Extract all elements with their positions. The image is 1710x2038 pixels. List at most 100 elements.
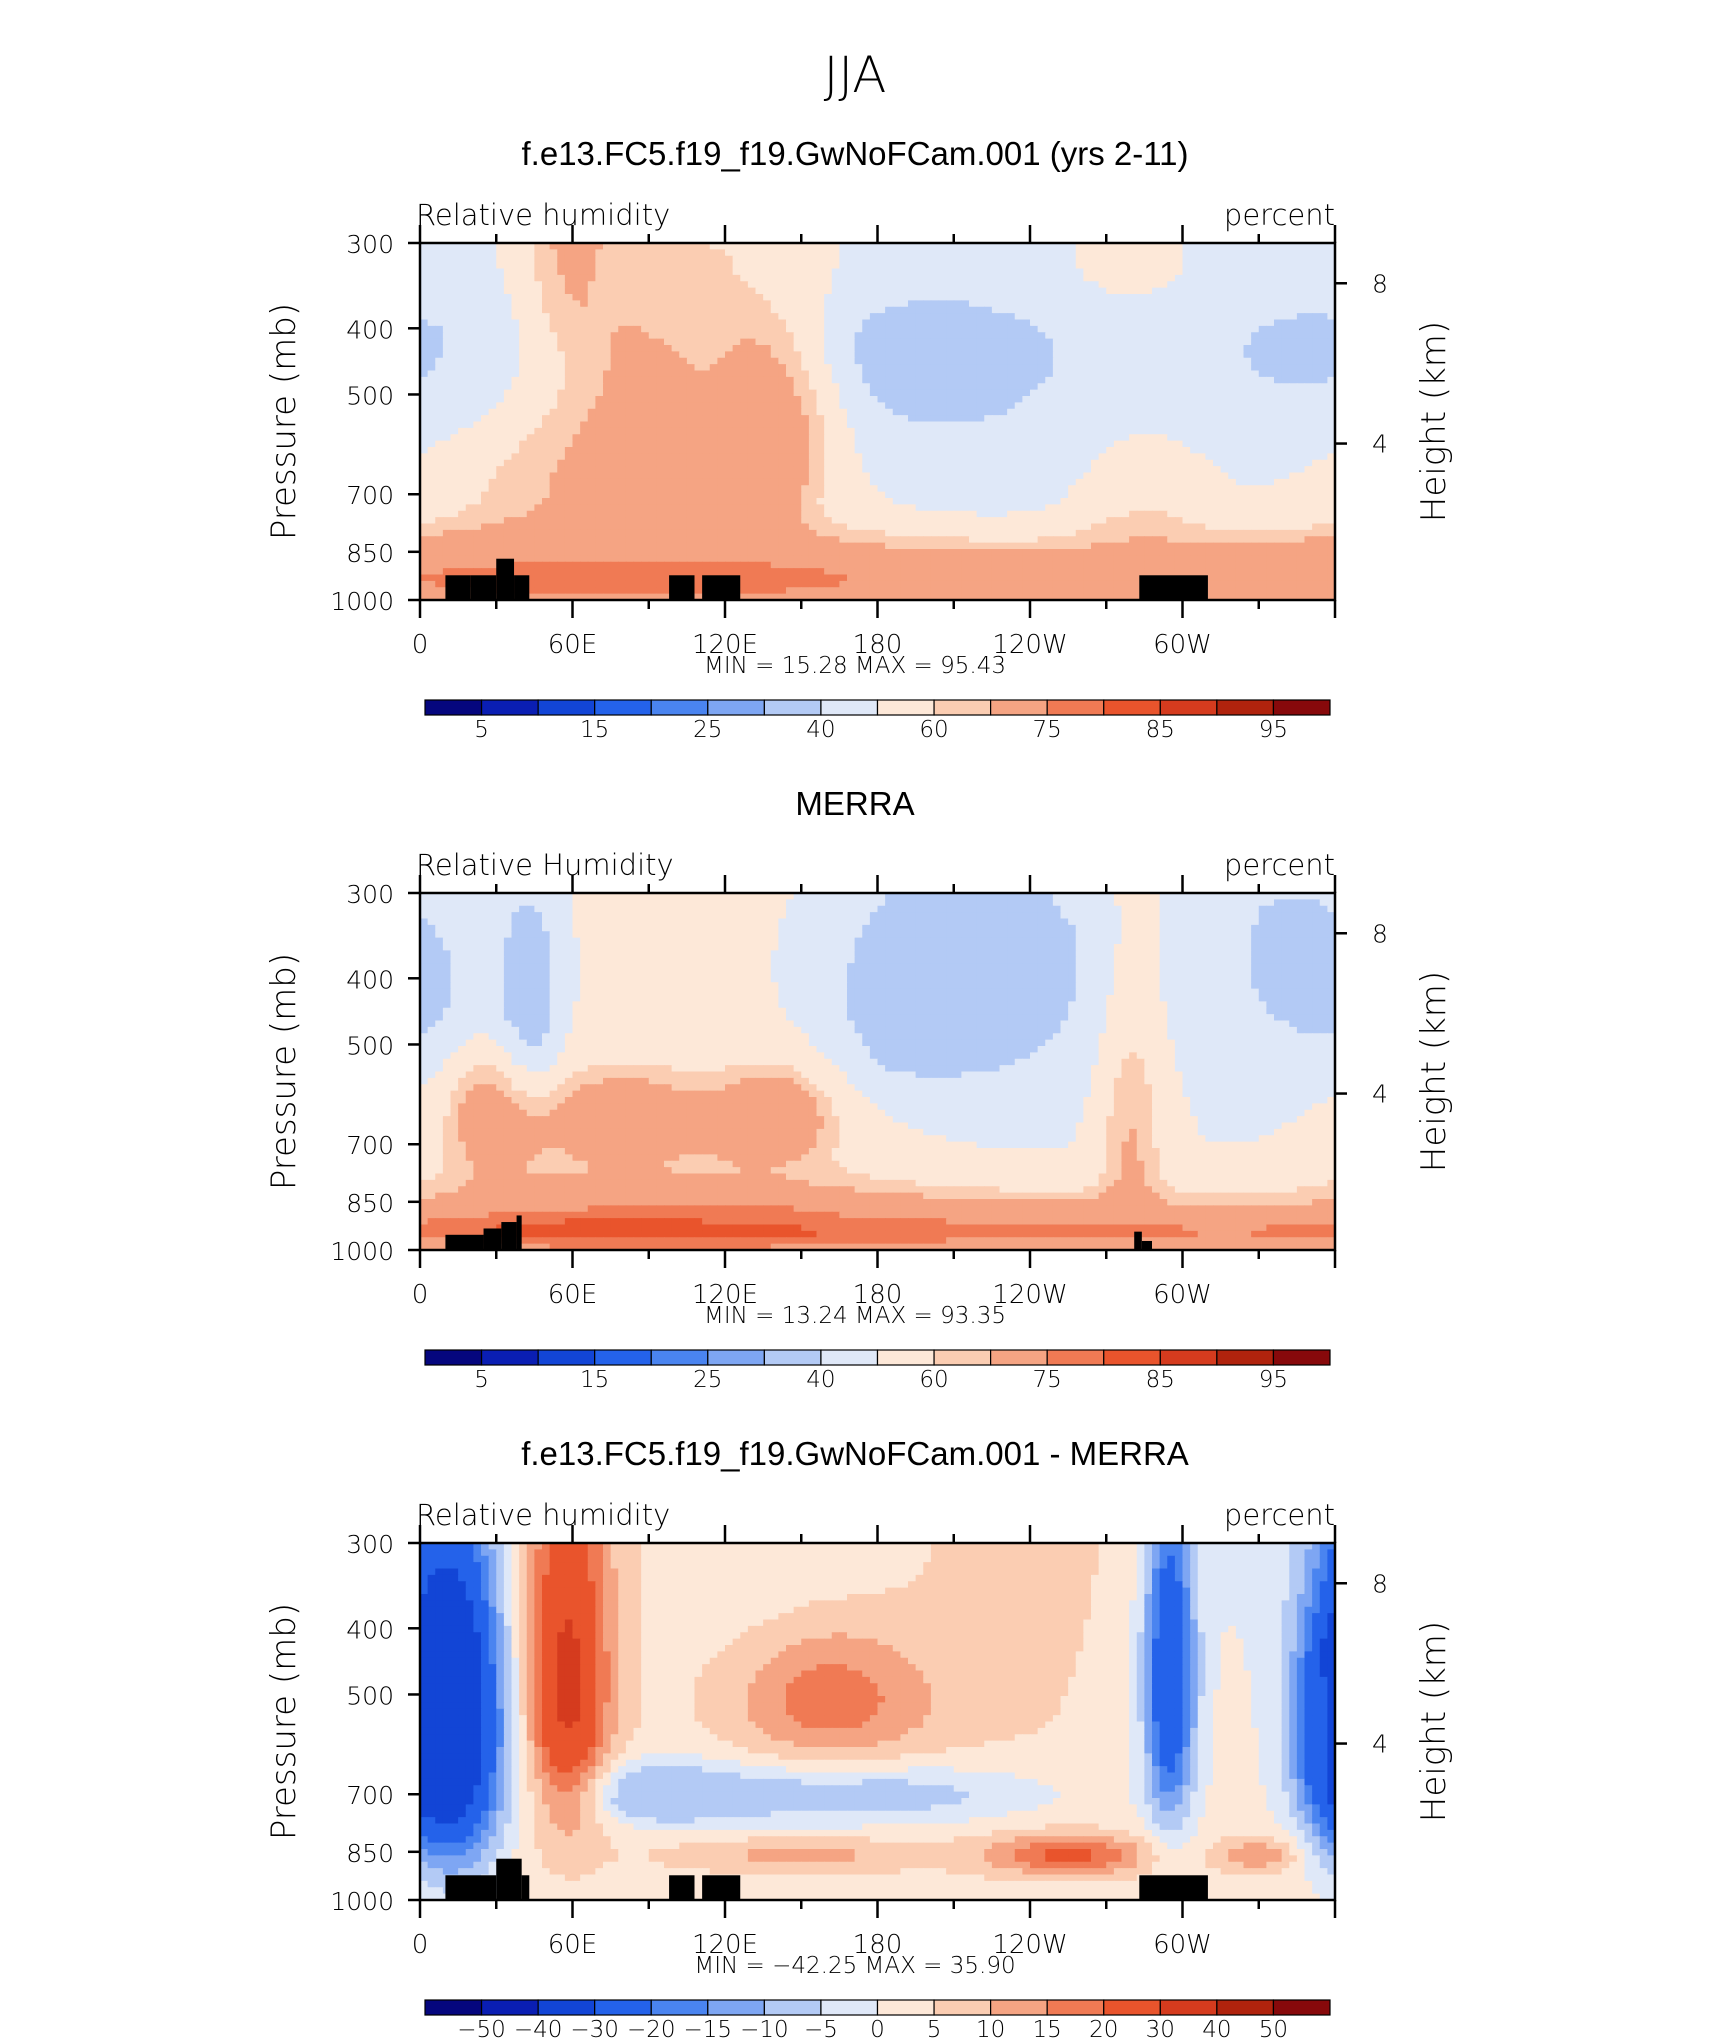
x-tick-label: 60E <box>548 1930 598 1960</box>
y-tick-label: 300 <box>346 880 394 909</box>
y-axis-label: Pressure (mb) <box>264 1603 304 1840</box>
colorbar-label: 85 <box>1146 1367 1175 1393</box>
colorbar-box <box>707 699 765 716</box>
colorbar-box <box>650 1999 709 2016</box>
y-right-tick-label: 8 <box>1372 1569 1388 1598</box>
terrain-block <box>702 575 741 600</box>
colorbar-box <box>763 699 822 716</box>
colorbar-box <box>1046 1349 1105 1366</box>
colorbar-label: −40 <box>514 2017 563 2038</box>
units-label: percent <box>1224 1498 1335 1532</box>
x-tick-label: 120E <box>692 1930 758 1960</box>
y-tick-label: 1000 <box>330 587 394 616</box>
terrain-block <box>516 1215 522 1250</box>
colorbar-box <box>707 1999 765 2016</box>
colorbar-box <box>1216 1349 1275 1366</box>
terrain-block <box>445 575 471 600</box>
colorbar-label: −5 <box>804 2017 838 2038</box>
terrain-block <box>1141 1240 1152 1250</box>
min-max-stats: MIN = 13.24 MAX = 93.35 <box>704 1303 1006 1329</box>
terrain-block <box>445 1875 497 1900</box>
colorbar-box <box>876 1349 935 1366</box>
contour-field <box>420 1543 1335 1900</box>
colorbar-box <box>876 1999 935 2016</box>
colorbar-label: 40 <box>806 1367 835 1393</box>
x-tick-label: 120W <box>992 1930 1067 1960</box>
colorbar-label: −30 <box>570 2017 619 2038</box>
terrain-block <box>1139 575 1208 600</box>
units-label: percent <box>1224 198 1335 232</box>
y-axis-left: 300 400 500 700 850 1000 Pressure (mb) <box>264 1530 420 1916</box>
colorbar-box <box>933 1999 992 2016</box>
x-tick-label: 180 <box>853 1280 903 1310</box>
colorbar-label: −20 <box>627 2017 676 2038</box>
y-right-axis-label: Height (km) <box>1414 321 1454 522</box>
colorbar-box <box>763 1999 822 2016</box>
colorbar-label: 95 <box>1259 717 1288 743</box>
colorbar-label: −15 <box>684 2017 733 2038</box>
y-right-tick-label: 4 <box>1372 430 1388 459</box>
colorbar-label: 30 <box>1146 2017 1175 2038</box>
colorbar-label: 15 <box>580 717 609 743</box>
x-tick-label: 0 <box>412 1930 429 1960</box>
terrain-block <box>514 575 530 600</box>
x-tick-label: 120W <box>992 630 1067 660</box>
colorbar-label: 15 <box>1033 2017 1062 2038</box>
terrain-block <box>496 1858 522 1900</box>
x-axis: 0 60E 120E 180 120W 60W <box>412 1525 1337 1960</box>
colorbar-box <box>537 1999 596 2016</box>
colorbar-label: 95 <box>1259 1367 1288 1393</box>
colorbar-label: 40 <box>806 717 835 743</box>
terrain-block <box>501 1222 517 1250</box>
terrain-block <box>1134 1231 1142 1250</box>
x-axis: 0 60E 120E 180 120W 60W <box>412 225 1337 660</box>
x-tick-label: 120E <box>692 630 758 660</box>
y-tick-label: 500 <box>346 1031 394 1060</box>
y-tick-label: 700 <box>346 481 394 510</box>
colorbar-label: 50 <box>1259 2017 1288 2038</box>
colorbar: −50 −40 −30 −20 −15 −10 −5 0 5 10 15 20 30 40 50 <box>424 1999 1331 2038</box>
colorbar-label: 20 <box>1089 2017 1118 2038</box>
figure-title: JJA <box>824 46 887 104</box>
colorbar-label: 25 <box>693 717 722 743</box>
x-tick-label: 60W <box>1153 1280 1212 1310</box>
terrain-block <box>483 1228 502 1250</box>
colorbar-box <box>594 1999 652 2016</box>
y-axis-left: 300 400 500 700 850 1000 Pressure (mb) <box>264 230 420 616</box>
colorbar-box <box>1159 699 1218 716</box>
colorbar-label: −50 <box>457 2017 506 2038</box>
colorbar: 5 15 25 40 60 75 85 95 <box>424 699 1331 743</box>
colorbar: 5 15 25 40 60 75 85 95 <box>424 1349 1331 1393</box>
y-tick-label: 500 <box>346 381 394 410</box>
y-right-tick-label: 8 <box>1372 919 1388 948</box>
colorbar-box <box>424 1999 483 2016</box>
colorbar-box <box>1216 1999 1275 2016</box>
variable-label: Relative humidity <box>416 198 670 232</box>
y-axis-label: Pressure (mb) <box>264 303 304 540</box>
y-tick-label: 1000 <box>330 1887 394 1916</box>
colorbar-box <box>1046 699 1105 716</box>
colorbar-box <box>1103 699 1161 716</box>
colorbar-box <box>990 1999 1048 2016</box>
colorbar-label: 75 <box>1033 717 1062 743</box>
terrain-block <box>702 1875 741 1900</box>
x-tick-label: 120E <box>692 1280 758 1310</box>
colorbar-box <box>424 1349 483 1366</box>
terrain-block <box>470 575 497 600</box>
terrain-block <box>445 1234 484 1250</box>
x-tick-label: 60W <box>1153 1930 1212 1960</box>
colorbar-box <box>990 699 1048 716</box>
x-tick-label: 60W <box>1153 630 1212 660</box>
y-axis-left: 300 400 500 700 850 1000 Pressure (mb) <box>264 880 420 1266</box>
x-tick-label: 0 <box>412 1280 429 1310</box>
x-tick-label: 60E <box>548 1280 598 1310</box>
y-tick-label: 700 <box>346 1131 394 1160</box>
y-tick-label: 1000 <box>330 1237 394 1266</box>
colorbar-box <box>480 1349 539 1366</box>
colorbar-label: 40 <box>1202 2017 1231 2038</box>
y-axis-right: 8 4 Height (km) <box>1335 269 1454 522</box>
colorbar-box <box>876 699 935 716</box>
terrain-block <box>521 1875 530 1900</box>
y-tick-label: 850 <box>346 539 394 568</box>
